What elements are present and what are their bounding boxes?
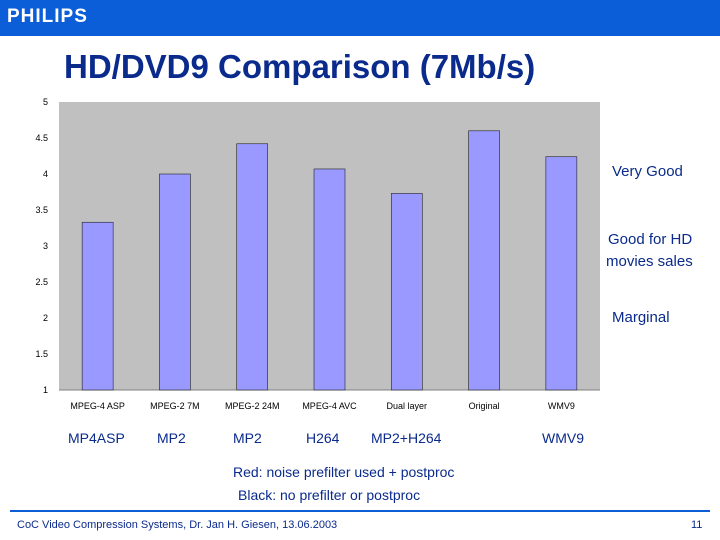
rating-good-hd-line1: Good for HD [608,231,693,248]
x-tick-label: MPEG-4 AVC [302,401,357,411]
x-tick-label: WMV9 [548,401,575,411]
bar [236,143,269,391]
y-tick-label: 1 [43,385,48,395]
segment-label-mp2-b: MP2 [233,430,262,446]
note-red: Red: noise prefilter used + postproc [233,464,455,480]
bar [390,193,423,391]
page-title: HD/DVD9 Comparison (7Mb/s) [64,48,536,85]
segment-label-mp2-h264: MP2+H264 [371,430,442,446]
header-bar: PHILIPS [0,0,720,36]
x-tick-label: MPEG-4 ASP [70,401,125,411]
note-black: Black: no prefilter or postproc [238,487,421,503]
segment-label-wmv9: WMV9 [542,430,584,446]
rating-good-hd-line2: movies sales [606,253,693,270]
bar [468,130,500,391]
footer-divider [10,510,710,512]
x-tick-label: Dual layer [387,401,428,411]
segment-label-h264: H264 [306,430,340,446]
segment-label-mp4asp: MP4ASP [68,430,125,446]
x-tick-label: Original [469,401,500,411]
y-tick-label: 5 [43,97,48,107]
rating-marginal: Marginal [612,309,670,326]
rating-very-good: Very Good [612,163,683,180]
bar [545,156,578,391]
y-tick-label: 1.5 [35,349,48,359]
x-tick-label: MPEG-2 7M [150,401,200,411]
bar [81,221,114,391]
y-tick-label: 2 [43,313,48,323]
y-tick-label: 2.5 [35,277,48,287]
x-tick-label: MPEG-2 24M [225,401,280,411]
footer-credit: CoC Video Compression Systems, Dr. Jan H… [17,519,338,531]
y-tick-label: 3 [43,241,48,251]
bar [313,168,346,391]
bar [159,173,191,391]
page-number: 11 [691,519,703,531]
y-tick-label: 3.5 [35,205,48,215]
y-tick-label: 4 [43,169,48,179]
segment-label-mp2-a: MP2 [157,430,186,446]
y-tick-label: 4.5 [35,133,48,143]
philips-logo: PHILIPS [7,6,88,27]
